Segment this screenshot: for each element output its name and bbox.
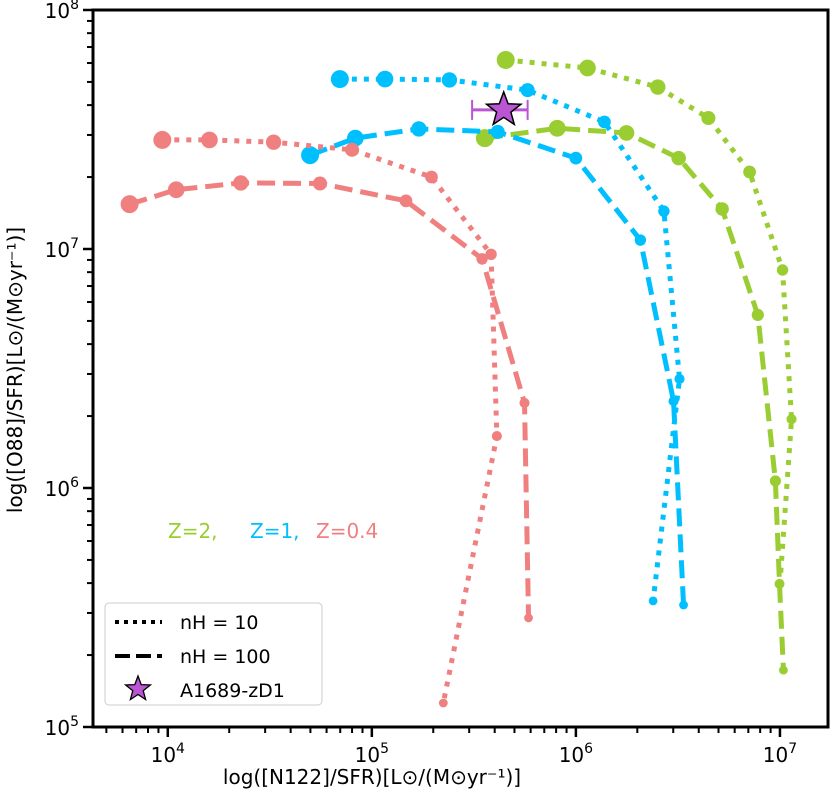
data-point — [579, 59, 596, 77]
plot-frame — [91, 8, 830, 729]
data-point — [490, 124, 505, 139]
data-point — [648, 596, 658, 606]
data-point — [153, 130, 172, 149]
data-point — [715, 202, 729, 216]
data-point — [779, 665, 788, 675]
data-point — [425, 170, 438, 184]
data-point — [776, 264, 789, 276]
series-z-0-4-nh-10 — [153, 130, 502, 708]
data-point — [743, 165, 756, 179]
data-point — [330, 70, 349, 89]
data-point — [399, 194, 413, 208]
data-point — [769, 475, 781, 487]
data-point — [674, 373, 685, 384]
observation-a1689-zd1 — [471, 89, 529, 127]
series-line — [309, 126, 687, 606]
data-point — [701, 111, 716, 126]
legend-label-a1689: A1689-zD1 — [180, 680, 285, 702]
data-point — [491, 430, 502, 442]
series-z-1-nh-100 — [301, 121, 688, 610]
data-point — [524, 613, 533, 623]
series-line — [505, 57, 795, 585]
series-line — [162, 137, 500, 704]
x-axis-label: log([N122]/SFR)[L⊙/(M⊙yr⁻¹)] — [223, 765, 521, 789]
data-point — [774, 578, 785, 589]
data-point — [201, 131, 218, 149]
annotation-z1: Z=1, — [250, 519, 300, 543]
data-point — [496, 50, 515, 69]
data-point — [650, 79, 666, 95]
data-point — [520, 83, 535, 98]
data-point — [346, 129, 364, 147]
data-point — [485, 248, 497, 261]
data-point — [476, 253, 488, 265]
annotation-z2: Z=2, — [168, 519, 218, 543]
series-line — [128, 180, 532, 618]
data-point — [312, 176, 328, 191]
data-point — [519, 397, 530, 408]
data-point — [634, 234, 647, 246]
x-tick-label: 106 — [559, 741, 593, 767]
axis-ticks: 104 105 106 107 105 106 107 108 — [45, 0, 798, 767]
data-point — [671, 150, 686, 166]
legend-label-nh100: nH = 100 — [180, 646, 271, 668]
legend-label-nh10: nH = 10 — [180, 612, 259, 634]
data-point — [668, 396, 679, 407]
data-point — [786, 414, 797, 425]
legend-box — [104, 602, 323, 706]
data-point — [438, 698, 448, 708]
data-point — [751, 308, 764, 322]
annotation-z04: Z=0.4 — [316, 519, 378, 543]
legend: nH = 10 nH = 100 A1689-zD1 — [104, 602, 323, 706]
data-point — [679, 600, 688, 610]
legend-star-icon — [123, 674, 153, 701]
data-point — [569, 151, 583, 165]
data-point — [618, 125, 635, 141]
series-line — [339, 76, 683, 602]
data-point — [233, 175, 249, 191]
y-axis-label: log([O88]/SFR)[L⊙/(M⊙yr⁻¹)] — [3, 227, 27, 513]
data-point — [265, 134, 282, 150]
data-point — [345, 142, 360, 157]
star-marker — [484, 89, 523, 127]
data-point — [376, 70, 394, 88]
data-point — [441, 72, 458, 88]
data-point — [658, 205, 670, 217]
data-point — [598, 115, 611, 129]
annotation-metallicity: Z=2, Z=1, Z=0.4 — [168, 519, 378, 543]
data-point — [411, 121, 427, 137]
plot-marks — [120, 50, 797, 708]
data-point — [301, 146, 320, 165]
x-tick-label: 104 — [151, 741, 185, 767]
y-tick-label: 105 — [45, 714, 79, 740]
y-tick-label: 107 — [45, 236, 79, 262]
series-z-2-nh-100 — [475, 119, 788, 675]
x-tick-label: 105 — [355, 741, 389, 767]
x-tick-label: 107 — [763, 741, 797, 767]
data-point — [548, 119, 566, 137]
y-tick-label: 106 — [45, 475, 79, 501]
y-tick-label: 108 — [45, 0, 79, 23]
data-point — [120, 195, 139, 214]
data-point — [167, 181, 185, 199]
series-z-0-4-nh-100 — [120, 175, 533, 623]
series-z-1-nh-10 — [330, 70, 685, 606]
